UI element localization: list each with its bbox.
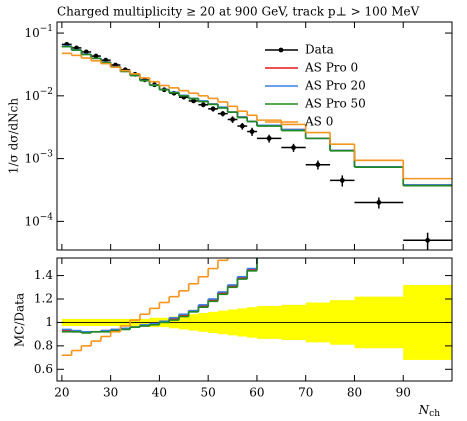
legend-label: AS 0 xyxy=(304,115,333,129)
data-point xyxy=(191,98,196,104)
x-tick-label: 80 xyxy=(347,386,362,400)
main-plot xyxy=(61,41,452,250)
y-tick-label: 10−3 xyxy=(24,149,53,165)
x-axis-label-main: N xyxy=(418,403,430,417)
ratio-y-axis-label: MC/Data xyxy=(13,293,27,347)
ratio-plot xyxy=(57,258,452,360)
legend-label: Data xyxy=(305,43,334,57)
legend: Data AS Pro 0 AS Pro 20 AS Pro 50 AS 0 xyxy=(265,43,366,129)
y-tick-label-exponent: −2 xyxy=(40,86,53,96)
y-tick-label: 10−1 xyxy=(24,24,53,40)
data-point xyxy=(425,237,431,243)
data-point xyxy=(339,177,345,183)
y-tick-label-exponent: −3 xyxy=(40,149,54,159)
y-tick-label-base: 10 xyxy=(24,214,39,228)
data-point xyxy=(220,111,226,117)
y-tick-label: 1 xyxy=(45,315,53,329)
axes: 10−110−210−310−420 30 40 50 60 70 80 900.60.811… xyxy=(24,22,452,400)
legend-label: AS Pro 0 xyxy=(304,61,358,75)
x-tick-label: 40 xyxy=(152,386,167,400)
y-axis-label: 1/σ dσ/dNch xyxy=(7,98,21,175)
data-point xyxy=(239,123,245,129)
data-point xyxy=(93,53,99,59)
y-tick-label-base: 10 xyxy=(24,88,39,102)
y-tick-label-base: 10 xyxy=(24,151,39,165)
y-tick-label: 1.4 xyxy=(34,268,53,282)
data-point xyxy=(83,49,89,55)
data-point xyxy=(249,129,255,134)
data-point xyxy=(210,106,216,112)
main-frame xyxy=(56,21,453,251)
data-point xyxy=(376,200,382,205)
data-point xyxy=(230,117,235,122)
legend-marker xyxy=(278,47,284,53)
y-tick-label-exponent: −1 xyxy=(40,24,53,34)
y-tick-label: 10−2 xyxy=(24,86,53,102)
x-tick-label: 90 xyxy=(396,386,411,400)
y-tick-label: 1.2 xyxy=(34,292,53,306)
data-point xyxy=(266,135,272,141)
x-tick-label: 50 xyxy=(201,386,216,400)
y-tick-label: 0.8 xyxy=(34,338,53,352)
y-tick-label-base: 10 xyxy=(24,26,39,40)
x-tick-label: 20 xyxy=(54,386,69,400)
y-tick-label: 0.6 xyxy=(34,362,53,376)
data-point xyxy=(291,145,296,150)
ratio-frame xyxy=(56,257,453,382)
x-tick-label: 70 xyxy=(298,386,313,400)
x-axis-label-sub: ch xyxy=(429,409,440,419)
y-tick-label-exponent: −4 xyxy=(40,212,54,222)
x-axis-label: Nch xyxy=(418,403,441,419)
chart-title: Charged multiplicity ≥ 20 at 900 GeV, tr… xyxy=(57,5,420,19)
x-tick-label: 30 xyxy=(103,386,118,400)
data-point xyxy=(315,162,321,168)
x-tick-label: 60 xyxy=(249,386,264,400)
y-tick-label: 10−4 xyxy=(24,212,53,228)
legend-label: AS Pro 20 xyxy=(304,79,366,93)
legend-label: AS Pro 50 xyxy=(304,97,366,111)
data-point xyxy=(200,102,206,108)
